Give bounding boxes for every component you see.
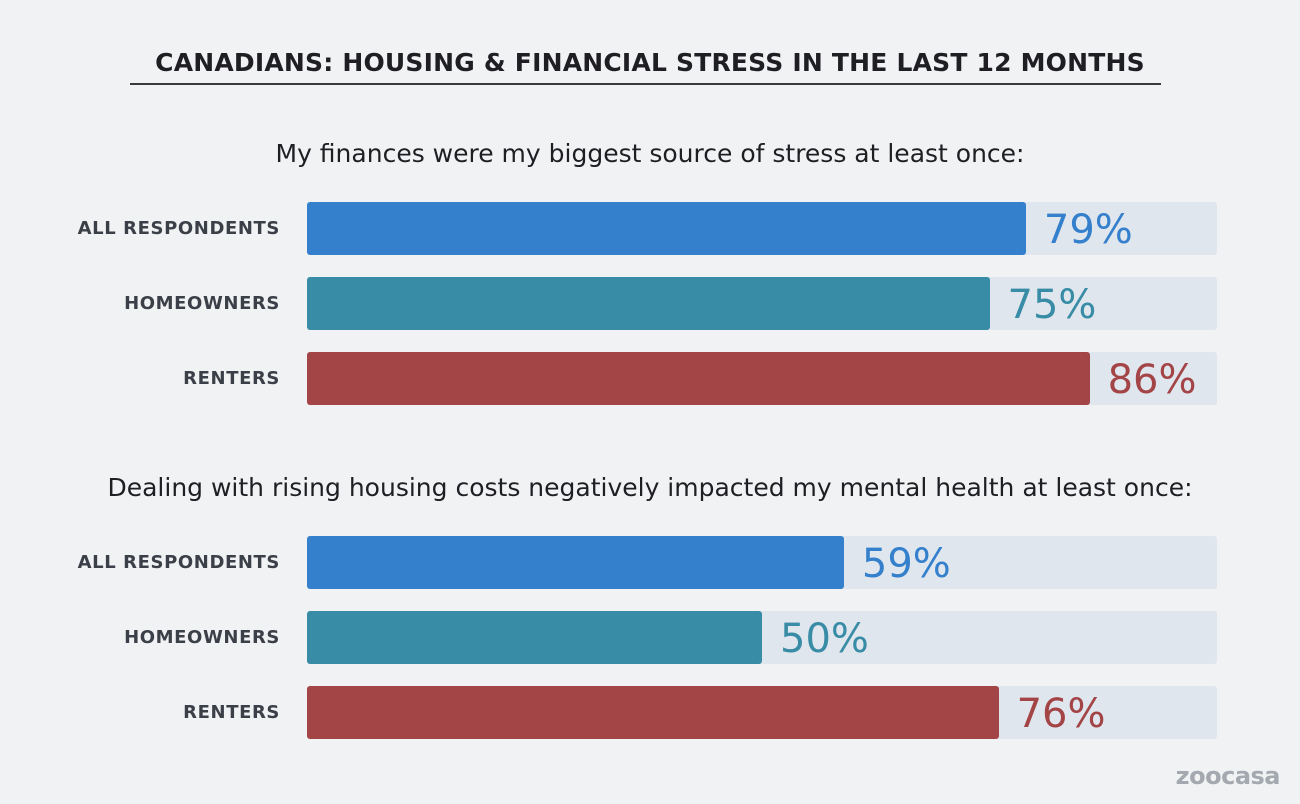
category-label-renters: RENTERS	[183, 368, 280, 389]
chart-title: CANADIANS: HOUSING & FINANCIAL STRESS IN…	[155, 48, 1145, 77]
zoocasa-logo: zoocasa	[1175, 762, 1281, 790]
bar-all-respondents	[307, 202, 1026, 255]
value-label-renters: 86%	[1107, 357, 1197, 403]
category-label-homeowners: HOMEOWNERS	[124, 293, 280, 314]
bar-all-respondents	[307, 536, 844, 589]
section-heading-finances: My finances were my biggest source of st…	[275, 139, 1025, 168]
bar-homeowners	[307, 611, 762, 664]
bar-renters	[307, 352, 1090, 405]
value-label-renters: 76%	[1016, 691, 1106, 737]
value-label-all-respondents: 79%	[1043, 207, 1133, 253]
value-label-homeowners: 50%	[780, 616, 869, 662]
bar-homeowners	[307, 277, 990, 330]
value-label-all-respondents: 59%	[861, 541, 951, 587]
section-heading-mental-health: Dealing with rising housing costs negati…	[107, 473, 1193, 502]
title-underline	[130, 83, 1161, 85]
value-label-homeowners: 75%	[1007, 282, 1097, 328]
category-label-all-respondents: ALL RESPONDENTS	[77, 218, 280, 239]
category-label-renters: RENTERS	[183, 702, 280, 723]
category-label-all-respondents: ALL RESPONDENTS	[77, 552, 280, 573]
bar-renters	[307, 686, 999, 739]
category-label-homeowners: HOMEOWNERS	[124, 627, 280, 648]
